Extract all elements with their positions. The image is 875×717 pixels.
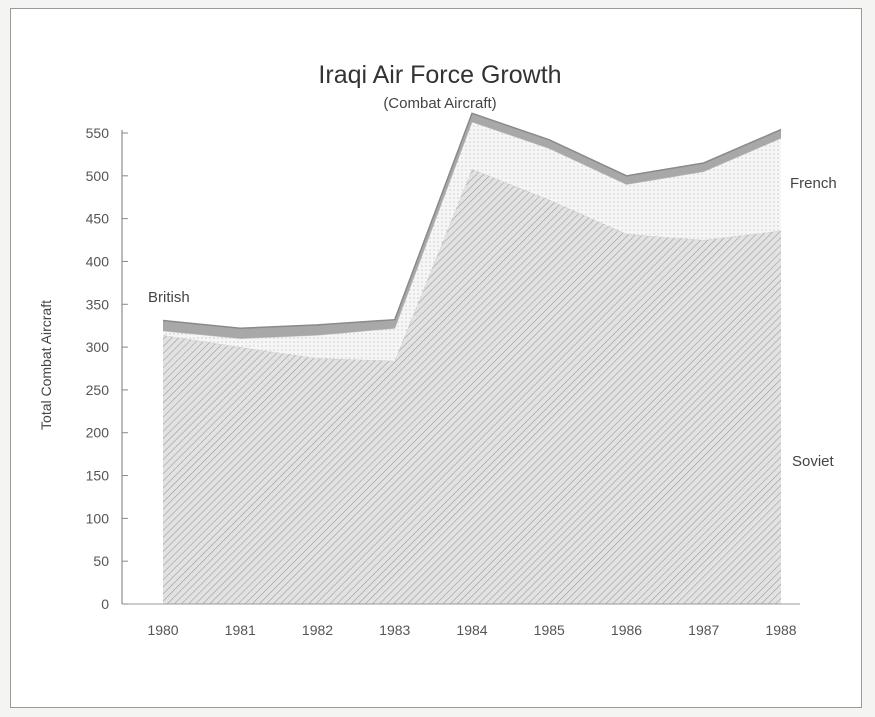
- area-soviet: [163, 168, 781, 604]
- x-tick-label: 1983: [379, 622, 410, 638]
- series-label-french: French: [790, 175, 837, 192]
- y-tick-label: 350: [86, 296, 110, 312]
- axes: [121, 130, 800, 605]
- x-tick-label: 1985: [534, 622, 565, 638]
- x-tick-label: 1982: [302, 622, 333, 638]
- series-labels: Soviet French British: [148, 175, 837, 470]
- x-tick-label: 1980: [147, 622, 178, 638]
- y-tick-label: 150: [86, 468, 110, 484]
- y-axis-label: Total Combat Aircraft: [38, 300, 54, 430]
- y-tick-label: 0: [101, 596, 109, 612]
- y-tick-label: 300: [86, 339, 110, 355]
- chart-title: Iraqi Air Force Growth: [318, 61, 561, 89]
- x-tick-label: 1981: [225, 622, 256, 638]
- x-tick-label: 1984: [456, 622, 487, 638]
- y-tick-label: 100: [86, 510, 110, 526]
- x-tick-label: 1987: [688, 622, 719, 638]
- y-tick-label: 400: [86, 253, 110, 269]
- line-british: [162, 112, 782, 330]
- y-tick-label: 50: [93, 553, 109, 569]
- y-tick-label: 500: [86, 168, 110, 184]
- x-ticks: 1980 1981 1982 1983 1984 1985 1986 1987 1988: [147, 622, 796, 638]
- series-label-british: British: [148, 289, 190, 306]
- y-tick-label: 250: [86, 382, 110, 398]
- y-tick-label: 200: [86, 425, 110, 441]
- y-ticks: 0 50 100 150 200 250 300 350 400 450 500 550: [86, 125, 128, 612]
- series-label-soviet: Soviet: [792, 453, 835, 470]
- area-layers: [162, 112, 782, 604]
- y-tick-label: 550: [86, 125, 110, 141]
- y-tick-label: 450: [86, 211, 110, 227]
- x-tick-label: 1986: [611, 622, 642, 638]
- chart-subtitle: (Combat Aircraft): [383, 95, 496, 112]
- x-tick-label: 1988: [765, 622, 796, 638]
